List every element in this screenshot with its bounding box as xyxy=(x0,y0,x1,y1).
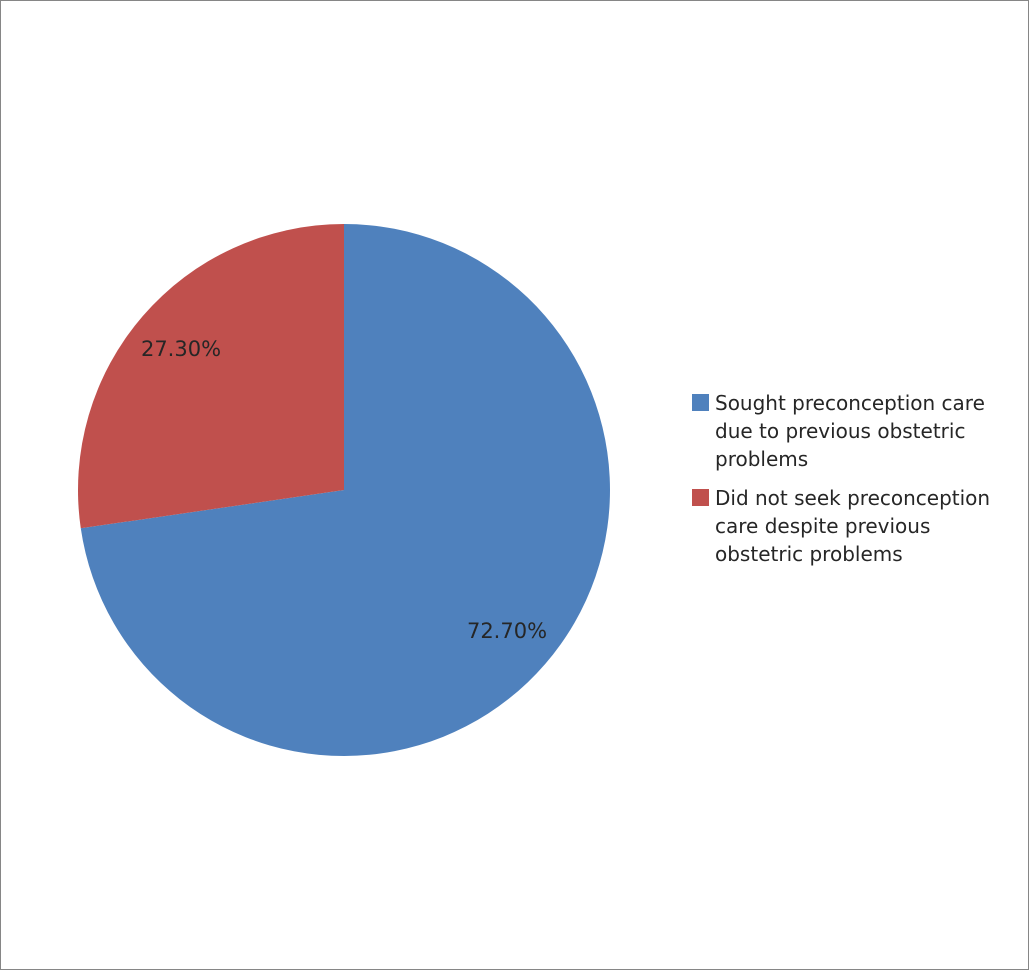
pie-slice-sought xyxy=(80,224,610,757)
legend-label-sought: Sought preconception care due to previou… xyxy=(715,391,985,471)
legend: Sought preconception care due to previou… xyxy=(692,389,1022,579)
legend-label-did-not-seek: Did not seek preconception care despite … xyxy=(715,486,991,566)
legend-item-sought: Sought preconception care due to previou… xyxy=(692,389,1022,473)
legend-item-did-not-seek: Did not seek preconception care despite … xyxy=(692,484,1022,568)
data-label-sought: 72.70% xyxy=(467,619,547,643)
legend-swatch-sought xyxy=(692,394,709,411)
pie-slice-did-not-seek xyxy=(77,224,344,529)
data-label-did-not-seek: 27.30% xyxy=(141,337,221,361)
legend-swatch-did-not-seek xyxy=(692,489,709,506)
